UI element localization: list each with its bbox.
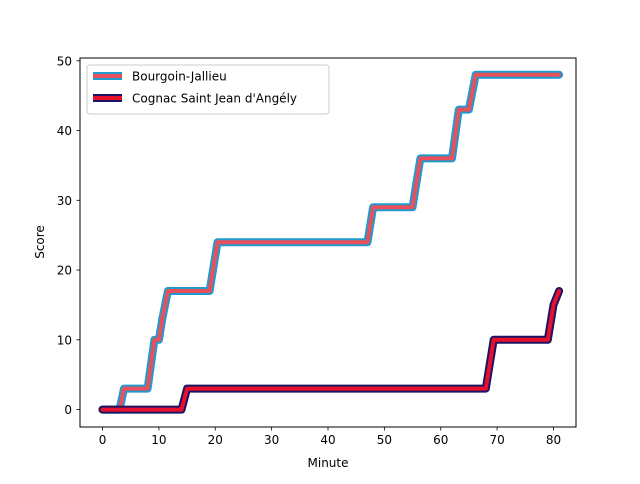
y-tick-label: 20	[57, 264, 72, 278]
x-tick-label: 70	[489, 433, 504, 447]
series-1	[98, 70, 564, 414]
series-layer	[98, 70, 564, 414]
y-axis: 0 10 20 30 40 50	[57, 54, 80, 417]
series-line	[100, 289, 562, 412]
legend-item: Cognac Saint Jean d'Angély	[93, 92, 297, 106]
legend-box	[86, 64, 330, 115]
y-tick-label: 10	[57, 333, 72, 347]
y-axis-label: Score	[33, 225, 47, 259]
y-tick-label: 50	[57, 54, 72, 68]
legend-item: Bourgoin-Jallieu	[93, 70, 227, 84]
x-tick-label: 60	[433, 433, 448, 447]
y-tick-label: 40	[57, 124, 72, 138]
x-axis-label: Minute	[308, 456, 349, 470]
legend-label: Bourgoin-Jallieu	[132, 70, 227, 84]
x-tick-label: 20	[208, 433, 223, 447]
x-tick-label: 10	[151, 433, 166, 447]
y-tick-label: 30	[57, 194, 72, 208]
legend-label: Cognac Saint Jean d'Angély	[132, 92, 297, 106]
series-2	[98, 287, 564, 414]
x-tick-label: 80	[546, 433, 561, 447]
series-line	[100, 72, 562, 412]
x-tick-label: 30	[264, 433, 279, 447]
legend: Bourgoin-Jallieu Cognac Saint Jean d'Angé…	[86, 64, 330, 115]
x-tick-label: 50	[377, 433, 392, 447]
x-tick-label: 0	[99, 433, 107, 447]
x-tick-label: 40	[320, 433, 335, 447]
x-axis: 0 10 20 30 40 50 60 70 80	[99, 427, 561, 447]
y-tick-label: 0	[64, 403, 72, 417]
